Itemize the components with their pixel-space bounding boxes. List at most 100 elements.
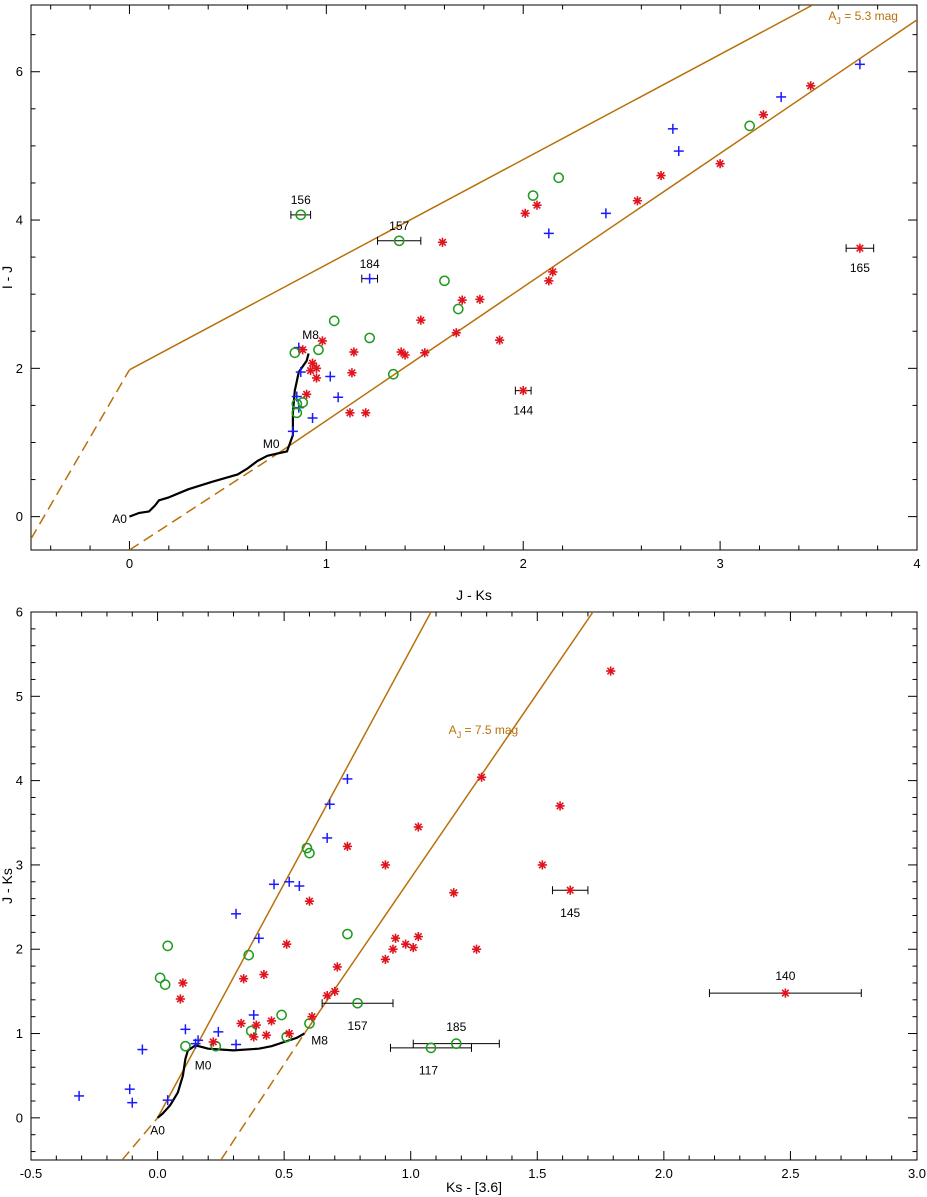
x-axis-title: J - Ks bbox=[456, 587, 492, 603]
plus-marker bbox=[180, 1024, 191, 1035]
plus-marker bbox=[342, 773, 353, 784]
star-marker bbox=[420, 348, 430, 358]
star-marker bbox=[304, 896, 315, 906]
star-marker bbox=[555, 801, 565, 811]
circle-marker bbox=[313, 344, 324, 356]
y-tick-label: 4 bbox=[16, 213, 23, 228]
plot-area bbox=[31, 5, 917, 550]
star-marker bbox=[322, 991, 332, 1001]
reddening-line-solid bbox=[280, 19, 917, 453]
plus-marker bbox=[162, 1095, 173, 1106]
plus-marker bbox=[193, 1035, 204, 1046]
plus-marker bbox=[294, 881, 305, 891]
plus-marker bbox=[333, 392, 344, 403]
circle-marker bbox=[162, 940, 174, 952]
star-marker bbox=[330, 986, 340, 996]
reddening-line-dashed bbox=[129, 450, 282, 550]
spectral-type-label: M0 bbox=[263, 437, 280, 451]
source-id-label: 144 bbox=[513, 404, 533, 418]
y-tick-label: 0 bbox=[16, 509, 23, 524]
star-marker bbox=[476, 772, 487, 782]
star-marker bbox=[239, 974, 249, 984]
star-marker bbox=[715, 159, 725, 169]
y-tick-label: 4 bbox=[16, 773, 23, 788]
star-marker bbox=[494, 335, 505, 345]
star-marker bbox=[449, 888, 459, 898]
star-marker bbox=[457, 295, 467, 305]
x-tick-label: 0 bbox=[126, 556, 133, 571]
reddening-line-dashed bbox=[220, 1033, 306, 1160]
source-id-label: 157 bbox=[348, 1019, 368, 1033]
star-marker bbox=[175, 994, 185, 1004]
star-marker bbox=[408, 942, 418, 953]
reddening-line-solid bbox=[303, 612, 594, 1034]
source-id-label: 165 bbox=[850, 261, 870, 275]
plus-marker bbox=[543, 228, 554, 239]
star-marker bbox=[307, 358, 318, 368]
y-tick-label: 5 bbox=[16, 689, 23, 704]
y-axis-title: I - J bbox=[0, 266, 15, 289]
plus-marker bbox=[295, 367, 306, 378]
circle-marker bbox=[328, 315, 340, 327]
circle-marker bbox=[295, 209, 307, 221]
circle-marker bbox=[154, 972, 166, 984]
star-marker bbox=[261, 1030, 272, 1040]
plus-marker bbox=[127, 1097, 138, 1108]
x-tick-label: 0.5 bbox=[275, 1166, 293, 1181]
spectral-type-label: M8 bbox=[302, 328, 319, 342]
star-marker bbox=[178, 978, 188, 988]
plus-marker bbox=[854, 59, 865, 70]
plus-marker bbox=[231, 908, 242, 919]
circle-marker bbox=[281, 1031, 293, 1043]
y-tick-label: 6 bbox=[16, 605, 23, 620]
circle-marker bbox=[243, 949, 255, 961]
star-marker bbox=[401, 939, 411, 949]
plot-frame bbox=[30, 611, 918, 1161]
source-id-label: 184 bbox=[360, 257, 380, 271]
plus-marker bbox=[667, 123, 678, 134]
reddening-line-solid bbox=[156, 612, 432, 1119]
star-marker bbox=[349, 347, 359, 357]
plus-marker bbox=[124, 1084, 135, 1095]
star-marker bbox=[236, 1018, 246, 1029]
star-marker bbox=[302, 389, 312, 399]
circle-marker bbox=[452, 303, 464, 315]
star-marker bbox=[437, 237, 448, 247]
star-marker bbox=[332, 962, 342, 972]
source-id-label: 157 bbox=[389, 219, 409, 233]
x-tick-label: 1.5 bbox=[528, 1166, 546, 1181]
x-tick-label: 3.0 bbox=[908, 1166, 926, 1181]
y-tick-label: 0 bbox=[16, 1110, 23, 1125]
x-tick-label: 2.0 bbox=[655, 1166, 673, 1181]
y-axis-title: J - Ks bbox=[0, 868, 15, 904]
star-marker bbox=[342, 841, 353, 851]
star-marker bbox=[548, 267, 558, 277]
star-marker bbox=[520, 208, 530, 218]
plus-marker bbox=[253, 933, 264, 944]
circle-marker bbox=[450, 1038, 462, 1050]
circle-marker bbox=[439, 275, 450, 287]
star-marker bbox=[380, 860, 390, 870]
circle-marker bbox=[180, 1040, 191, 1052]
bottom-panel-color-color-diagram: -0.5 0.0 0.5 1.0 1.5 2.0 2.5 3.0 0 1 2 3 4 5 6 Ks - [3.… bbox=[0, 605, 926, 1196]
circle-marker bbox=[289, 347, 301, 359]
star-marker bbox=[305, 365, 316, 376]
x-tick-label: 2 bbox=[520, 556, 527, 571]
plus-marker bbox=[248, 1009, 259, 1020]
plus-marker bbox=[776, 91, 787, 102]
circle-marker bbox=[276, 1009, 287, 1021]
extinction-label: AJ = 7.5 mag bbox=[449, 723, 519, 740]
x-tick-label: 3 bbox=[716, 556, 723, 571]
plus-marker bbox=[325, 371, 336, 382]
source-id-label: 156 bbox=[291, 193, 311, 207]
main-sequence-locus bbox=[129, 353, 310, 518]
star-marker bbox=[544, 276, 554, 286]
star-marker bbox=[284, 1028, 294, 1039]
star-marker bbox=[266, 1016, 277, 1026]
star-marker bbox=[413, 931, 423, 942]
circle-marker bbox=[342, 928, 353, 940]
star-marker bbox=[632, 196, 643, 206]
x-tick-label: 2.5 bbox=[781, 1166, 799, 1181]
spectral-type-label: M8 bbox=[311, 1033, 328, 1047]
